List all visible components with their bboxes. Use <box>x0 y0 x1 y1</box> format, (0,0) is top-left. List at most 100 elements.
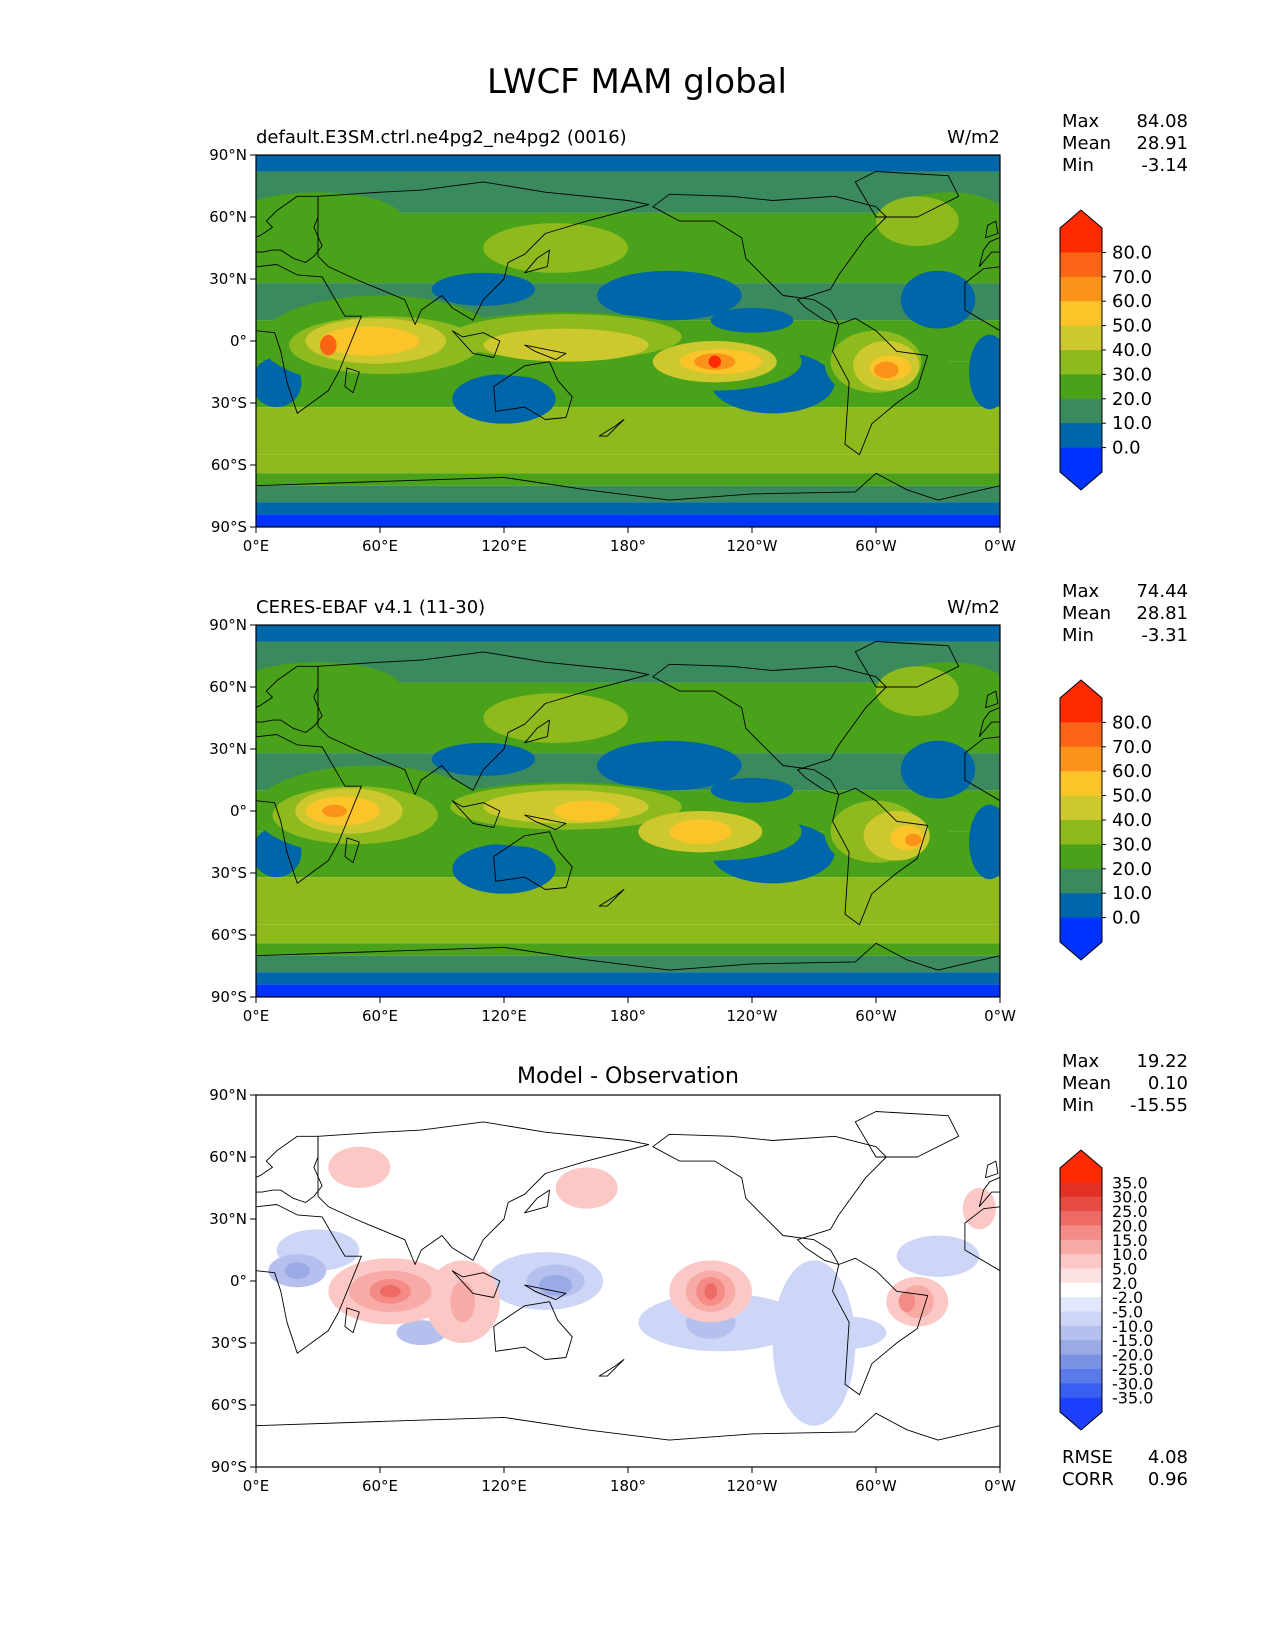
coastline <box>1269 1285 1275 1300</box>
contour-band <box>256 155 1000 172</box>
y-tick-label: 60°N <box>209 1148 247 1166</box>
colorbar-segment <box>1060 301 1102 327</box>
contour-band <box>256 972 1000 985</box>
panel-subtitle: CERES-EBAF v4.1 (11-30) <box>256 597 485 618</box>
contour-region <box>896 1235 980 1277</box>
coastline <box>256 942 1000 971</box>
coastline <box>451 800 501 828</box>
contour-region <box>483 693 628 743</box>
colorbar-segment <box>1060 398 1102 424</box>
contour-region <box>873 361 899 379</box>
contour-region <box>431 742 535 776</box>
coastline <box>652 663 887 795</box>
coastline <box>524 1284 567 1301</box>
coastline <box>524 814 567 831</box>
y-tick-label: 90°N <box>209 146 247 164</box>
contour-region <box>597 740 742 791</box>
stat-value-min: -15.55 <box>1130 1095 1188 1116</box>
colorbar-segment <box>1060 893 1102 919</box>
x-tick-label: 0°W <box>984 1007 1016 1025</box>
x-tick-label: 60°E <box>362 537 398 555</box>
coastline <box>524 249 550 274</box>
y-tick-label: 0° <box>230 1272 247 1290</box>
coastline <box>1269 345 1275 360</box>
y-tick-label: 30°N <box>209 270 247 288</box>
contour-band <box>256 625 1000 642</box>
colorbar-segment <box>1060 1239 1102 1255</box>
stat-value-mean: 28.91 <box>1136 133 1188 154</box>
coastline <box>985 1160 999 1179</box>
contour-region <box>284 1262 310 1279</box>
colorbar-extend-max <box>1060 680 1102 698</box>
coastline <box>256 665 323 733</box>
y-tick-label: 0° <box>230 802 247 820</box>
colorbar-extend-max <box>1060 1150 1102 1168</box>
x-tick-label: 0°W <box>984 1477 1016 1495</box>
y-tick-label: 90°S <box>211 988 247 1006</box>
coastline <box>1238 832 1275 890</box>
panel-subtitle: default.E3SM.ctrl.ne4pg2_ne4pg2 (0016) <box>256 127 627 148</box>
colorbar-tick-label: 20.0 <box>1112 859 1152 880</box>
colorbar-tick-label: 25.0 <box>1112 1202 1148 1221</box>
contour-region <box>969 804 1000 880</box>
y-tick-label: 90°S <box>211 518 247 536</box>
contour-region <box>704 1283 717 1300</box>
stat-value-mean: 28.81 <box>1136 603 1188 624</box>
coastline <box>985 690 999 709</box>
colorbar-segment <box>1060 1211 1102 1226</box>
stat-label-mean: Mean <box>1062 603 1111 624</box>
colorbar-tick-label: 35.0 <box>1112 1173 1148 1192</box>
colorbar-segment <box>1060 1383 1102 1399</box>
coastline <box>451 1270 501 1298</box>
stat-value-mean: 0.10 <box>1148 1073 1188 1094</box>
contour-region <box>483 417 773 451</box>
colorbar-segment <box>1060 1340 1102 1356</box>
coastline <box>1269 250 1275 273</box>
contour-region <box>669 819 732 845</box>
panel-subtitle: Model - Observation <box>517 1064 739 1089</box>
colorbar-tick-label: -15.0 <box>1112 1331 1153 1350</box>
colorbar-segment <box>1060 795 1102 821</box>
coastline <box>317 651 650 795</box>
colorbar-segment <box>1060 1368 1102 1384</box>
x-tick-label: 60°W <box>855 1477 897 1495</box>
contour-region <box>322 804 347 818</box>
coastline <box>493 1301 573 1360</box>
x-tick-label: 0°E <box>243 1477 270 1495</box>
contour-region <box>900 740 976 799</box>
colorbar-segment <box>1060 820 1102 845</box>
coastlines <box>256 641 1275 971</box>
coastline <box>598 889 625 907</box>
coastlines <box>256 1111 1275 1441</box>
contour-band <box>256 943 1000 956</box>
coastline <box>344 837 360 864</box>
y-tick-label: 90°S <box>211 1458 247 1476</box>
colorbar-tick-label: 60.0 <box>1112 761 1152 782</box>
colorbar-extend-min <box>1060 942 1102 960</box>
colorbar-tick-label: 5.0 <box>1112 1259 1137 1278</box>
coastline <box>652 1133 887 1265</box>
colorbar-segment <box>1060 1196 1102 1212</box>
colorbar-segment <box>1060 1168 1102 1183</box>
contour-region <box>708 355 721 368</box>
stat-label-max: Max <box>1062 1051 1100 1072</box>
colorbar-extend-min <box>1060 1412 1102 1430</box>
contour-region <box>380 1285 401 1298</box>
colorbar-tick-label: 0.0 <box>1112 908 1141 929</box>
contour-region <box>876 666 959 716</box>
coastline <box>451 330 501 358</box>
coastline <box>1196 331 1244 358</box>
figure-title: LWCF MAM global <box>487 62 787 102</box>
colorbar-segment <box>1060 1397 1102 1413</box>
y-tick-label: 90°N <box>209 616 247 634</box>
coastline <box>524 344 567 361</box>
contour-band <box>256 473 1000 486</box>
contour-region <box>710 307 794 333</box>
stat-value-min: -3.31 <box>1141 625 1188 646</box>
field <box>256 1095 1000 1467</box>
x-tick-label: 0°E <box>243 1007 270 1025</box>
y-tick-label: 30°N <box>209 740 247 758</box>
colorbar-segment <box>1060 228 1102 253</box>
colorbar-tick-label: -30.0 <box>1112 1374 1153 1393</box>
coastline <box>652 193 887 325</box>
